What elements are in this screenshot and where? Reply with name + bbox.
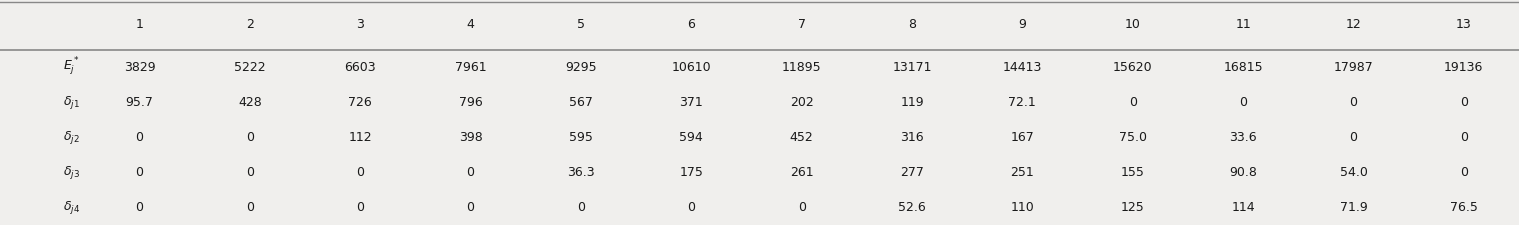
Text: 0: 0 [577,201,585,214]
Text: 6: 6 [688,18,696,31]
Text: 0: 0 [1129,96,1136,109]
Text: 90.8: 90.8 [1229,166,1258,179]
Text: 371: 371 [679,96,703,109]
Text: 0: 0 [246,166,254,179]
Text: 0: 0 [246,131,254,144]
Text: 155: 155 [1121,166,1145,179]
Text: 9: 9 [1018,18,1027,31]
Text: 567: 567 [570,96,592,109]
Text: 0: 0 [135,131,143,144]
Text: 726: 726 [348,96,372,109]
Text: 8: 8 [908,18,916,31]
Text: $\delta_{j4}$: $\delta_{j4}$ [62,199,81,216]
Text: 1: 1 [135,18,143,31]
Text: 175: 175 [679,166,703,179]
Text: 202: 202 [790,96,814,109]
Text: 119: 119 [901,96,924,109]
Text: 0: 0 [357,166,365,179]
Text: 167: 167 [1010,131,1034,144]
Text: 9295: 9295 [565,61,597,74]
Text: 0: 0 [135,166,143,179]
Text: 7961: 7961 [454,61,486,74]
Text: $\delta_{j1}$: $\delta_{j1}$ [64,94,81,111]
Text: 796: 796 [459,96,483,109]
Text: 0: 0 [466,166,474,179]
Text: 0: 0 [466,201,474,214]
Text: 7: 7 [797,18,805,31]
Text: 71.9: 71.9 [1340,201,1367,214]
Text: 2: 2 [246,18,254,31]
Text: 0: 0 [1460,131,1467,144]
Text: 76.5: 76.5 [1449,201,1478,214]
Text: 114: 114 [1232,201,1255,214]
Text: 3: 3 [357,18,365,31]
Text: 13171: 13171 [892,61,931,74]
Text: $E^*_j$: $E^*_j$ [64,56,81,78]
Text: 0: 0 [1460,166,1467,179]
Text: 14413: 14413 [1003,61,1042,74]
Text: 11895: 11895 [782,61,822,74]
Text: 15620: 15620 [1113,61,1153,74]
Text: 110: 110 [1010,201,1034,214]
Text: 10: 10 [1124,18,1141,31]
Text: 125: 125 [1121,201,1145,214]
Text: 316: 316 [901,131,924,144]
Text: 5222: 5222 [234,61,266,74]
Text: 19136: 19136 [1445,61,1484,74]
Text: 72.1: 72.1 [1009,96,1036,109]
Text: 452: 452 [790,131,814,144]
Text: 277: 277 [901,166,924,179]
Text: 0: 0 [1240,96,1247,109]
Text: 11: 11 [1235,18,1252,31]
Text: 0: 0 [357,201,365,214]
Text: 36.3: 36.3 [567,166,595,179]
Text: 75.0: 75.0 [1118,131,1147,144]
Text: 10610: 10610 [671,61,711,74]
Text: 428: 428 [238,96,261,109]
Text: 54.0: 54.0 [1340,166,1367,179]
Text: 33.6: 33.6 [1229,131,1256,144]
Text: 95.7: 95.7 [126,96,153,109]
Text: 251: 251 [1010,166,1034,179]
Text: 3829: 3829 [123,61,155,74]
Text: $\delta_{j3}$: $\delta_{j3}$ [64,164,81,181]
Text: 12: 12 [1346,18,1361,31]
Text: 0: 0 [687,201,696,214]
Text: 0: 0 [1460,96,1467,109]
Text: 261: 261 [790,166,814,179]
Text: 16815: 16815 [1223,61,1262,74]
Text: 4: 4 [466,18,474,31]
Text: 398: 398 [459,131,483,144]
Text: 595: 595 [570,131,592,144]
Text: 112: 112 [348,131,372,144]
Text: 0: 0 [797,201,805,214]
Text: 13: 13 [1455,18,1472,31]
Text: 6603: 6603 [345,61,377,74]
Text: 594: 594 [679,131,703,144]
Text: 0: 0 [135,201,143,214]
Text: 0: 0 [1349,131,1358,144]
Text: 5: 5 [577,18,585,31]
Text: $\delta_{j2}$: $\delta_{j2}$ [64,129,81,146]
Text: 17987: 17987 [1334,61,1373,74]
Text: 52.6: 52.6 [898,201,927,214]
Text: 0: 0 [1349,96,1358,109]
Text: 0: 0 [246,201,254,214]
